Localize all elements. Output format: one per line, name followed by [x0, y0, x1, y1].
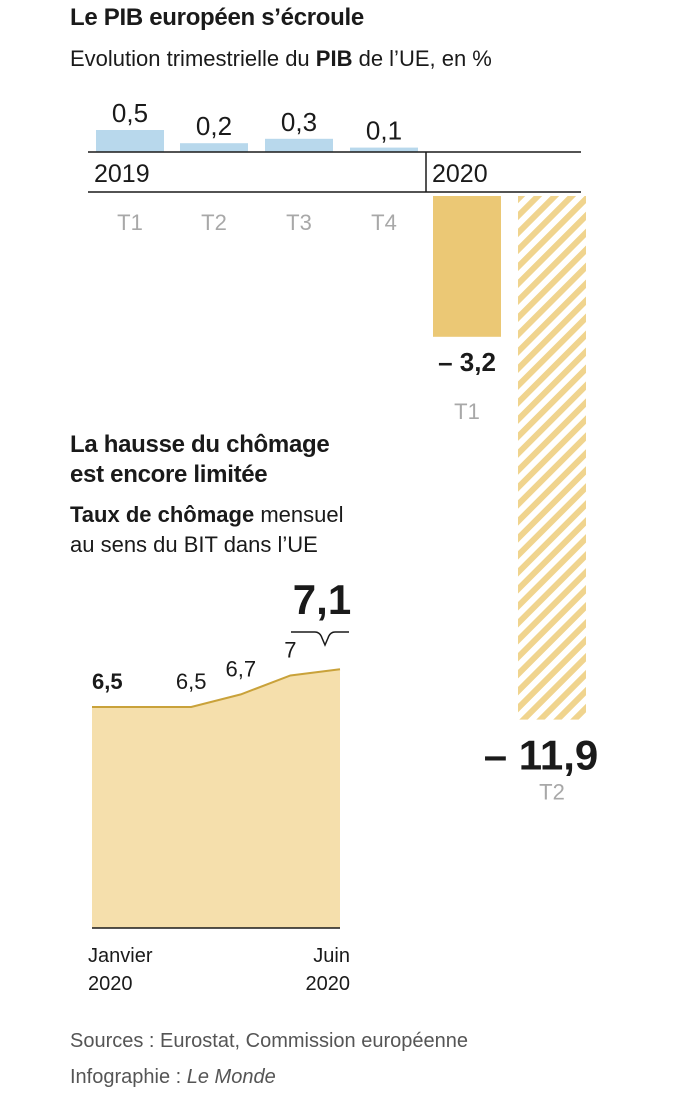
gdp-value-label: 0,2	[196, 111, 232, 141]
unemployment-area-fill	[92, 669, 340, 928]
gdp-value-label: 0,5	[112, 98, 148, 128]
gdp-bar-2020-t2	[518, 196, 586, 720]
gdp-quarter-label: T3	[286, 210, 312, 235]
gdp-value-label: 0,3	[281, 107, 317, 137]
unemployment-area-chart: 6,5 6,5 6,7 7 7,1 Janvier 2020 Juin 2020	[88, 576, 351, 995]
unemployment-point-label: 6,7	[226, 656, 257, 681]
unemployment-point-label: 6,5	[176, 669, 207, 694]
unemployment-point-label: 6,5	[92, 669, 123, 694]
unemployment-subtitle-line2: au sens du BIT dans l’UE	[70, 532, 318, 557]
unemployment-title-line1: La hausse du chômage	[70, 431, 330, 458]
unemployment-subtitle-bold: Taux de chômage	[70, 502, 255, 527]
gdp-value-label: – 3,2	[438, 347, 496, 377]
gdp-year-label-2020: 2020	[432, 160, 488, 188]
gdp-chart-subtitle: Evolution trimestrielle du PIB de l’UE, …	[70, 46, 492, 72]
credit-italic: Le Monde	[186, 1066, 276, 1088]
gdp-subtitle-post: de l’UE, en %	[352, 46, 492, 71]
unemployment-callout-bracket	[291, 631, 349, 647]
gdp-year-label-2019: 2019	[94, 160, 150, 188]
gdp-bar-2019-t4	[350, 147, 418, 152]
gdp-bar-2019-t3	[265, 138, 333, 152]
gdp-quarter-label: T2	[201, 210, 227, 235]
gdp-chart-title: Le PIB européen s’écroule	[70, 4, 364, 31]
unemployment-chart-title: La hausse du chômage est encore limitée	[70, 430, 330, 490]
credit-pre: Infographie :	[70, 1066, 187, 1088]
gdp-quarter-label: T1	[117, 210, 143, 235]
unemployment-x-tick-label: Janvier	[88, 945, 153, 967]
gdp-subtitle-pre: Evolution trimestrielle du	[70, 46, 316, 71]
gdp-subtitle-bold: PIB	[315, 46, 353, 71]
unemployment-line	[92, 668, 341, 708]
gdp-bar-2019-t1	[96, 130, 164, 152]
unemployment-subtitle-rest: mensuel	[254, 502, 344, 527]
gdp-quarter-label: T1	[454, 399, 480, 424]
gdp-value-label: 0,1	[366, 116, 402, 146]
gdp-quarter-label: T2	[539, 780, 565, 805]
unemployment-title-line2: est encore limitée	[70, 461, 268, 488]
unemployment-point-label: 7	[284, 638, 296, 663]
gdp-bar-2020-t1	[433, 196, 501, 337]
gdp-value-label: – 11,9	[484, 732, 598, 779]
gdp-bar-2019-t2	[180, 143, 248, 152]
credit-note: Infographie : Le Monde	[70, 1066, 276, 1089]
unemployment-x-tick-label: Juin	[313, 945, 350, 967]
unemployment-x-tick-label: 2020	[88, 973, 133, 995]
unemployment-point-label: 7,1	[293, 576, 351, 623]
sources-note: Sources : Eurostat, Commission européenn…	[70, 1030, 468, 1052]
unemployment-x-tick-label: 2020	[306, 973, 351, 995]
unemployment-chart-subtitle: Taux de chômage mensuel au sens du BIT d…	[70, 500, 343, 560]
gdp-quarter-label: T4	[371, 210, 397, 235]
